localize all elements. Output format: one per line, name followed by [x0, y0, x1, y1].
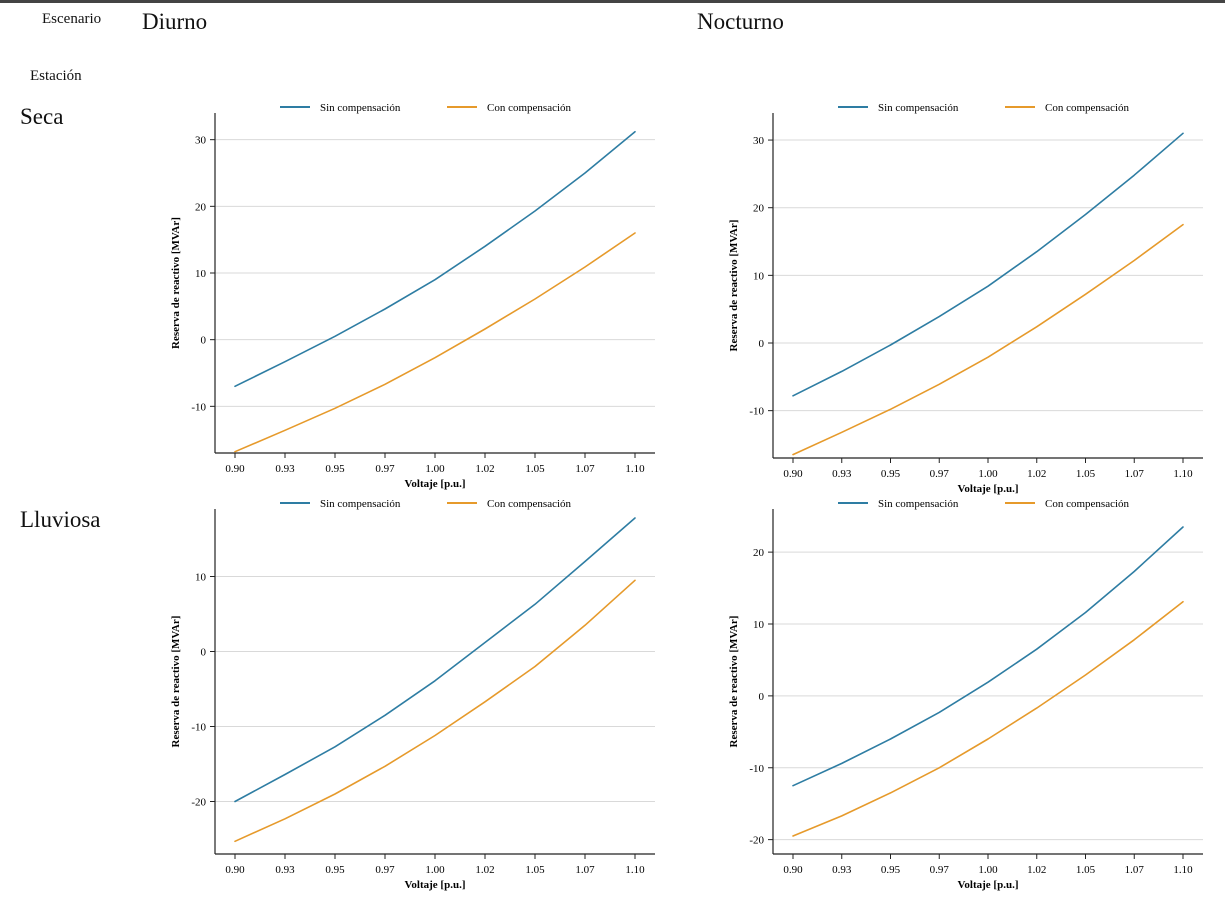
x-tick-label: 1.10	[625, 463, 645, 475]
y-tick-label: 10	[753, 619, 765, 631]
series-line-1	[792, 132, 1184, 397]
y-axis-title: Reserva de reactivo [MVAr]	[170, 616, 182, 748]
x-tick-label: 1.00	[425, 864, 445, 876]
x-tick-label: 1.02	[1027, 864, 1046, 876]
y-tick-label: 0	[759, 691, 765, 703]
x-axis-title: Voltaje [p.u.]	[957, 879, 1018, 891]
x-tick-label: 1.07	[575, 463, 595, 475]
legend-label-1: Sin compensación	[320, 498, 401, 510]
x-tick-label: 1.02	[475, 463, 494, 475]
x-tick-label: 0.90	[225, 864, 245, 876]
y-tick-label: 0	[201, 335, 207, 347]
y-tick-label: 30	[195, 135, 207, 147]
x-tick-label: 0.90	[783, 864, 803, 876]
y-tick-label: -20	[191, 797, 206, 809]
row-label-lluviosa: Lluviosa	[20, 507, 101, 532]
y-tick-label: -10	[191, 401, 206, 413]
x-tick-label: 0.95	[881, 468, 901, 480]
x-tick-label: 0.95	[325, 864, 345, 876]
y-tick-label: 0	[759, 338, 765, 350]
y-tick-label: 20	[195, 201, 207, 213]
x-axis-title: Voltaje [p.u.]	[404, 879, 465, 891]
column-label-diurno: Diurno	[142, 9, 208, 34]
series-line-1	[234, 517, 636, 803]
x-tick-label: 1.05	[525, 864, 545, 876]
x-tick-label: 0.97	[930, 468, 950, 480]
y-tick-label: -10	[749, 763, 764, 775]
legend-label-1: Sin compensación	[878, 498, 959, 510]
y-tick-label: 10	[753, 270, 765, 282]
y-tick-label: 0	[201, 647, 207, 659]
series-line-1	[792, 526, 1184, 787]
x-tick-label: 1.10	[1173, 864, 1193, 876]
x-tick-label: 0.90	[783, 468, 803, 480]
x-tick-label: 0.95	[325, 463, 345, 475]
legend-label-2: Con compensación	[1045, 102, 1130, 114]
scenario-header-label: Escenario	[42, 11, 102, 27]
station-header-label: Estación	[30, 68, 82, 84]
row-label-seca: Seca	[20, 104, 64, 129]
legend-label-1: Sin compensación	[320, 102, 401, 114]
x-axis-title: Voltaje [p.u.]	[957, 483, 1018, 495]
y-tick-label: 20	[753, 547, 765, 559]
x-tick-label: 1.02	[475, 864, 494, 876]
series-line-1	[234, 130, 636, 388]
x-tick-label: 1.10	[1173, 468, 1193, 480]
y-tick-label: -20	[749, 835, 764, 847]
chart-panel-1: -10 0 10 20 30 0.90 0.93 0.95 0.97 1.00 1.02 1.05 1.…	[170, 102, 655, 490]
y-tick-label: -10	[191, 722, 206, 734]
chart-panel-3: -20 -10 0 10 0.90 0.93 0.95 0.97 1.00 1.02 1.05 1.0…	[170, 498, 655, 891]
x-tick-label: 1.00	[978, 864, 998, 876]
x-tick-label: 1.02	[1027, 468, 1046, 480]
series-line-2	[792, 600, 1184, 837]
x-axis-title: Voltaje [p.u.]	[404, 478, 465, 490]
x-tick-label: 1.05	[1076, 468, 1096, 480]
top-rule	[0, 0, 1225, 3]
legend-label-1: Sin compensación	[878, 102, 959, 114]
legend-label-2: Con compensación	[1045, 498, 1130, 510]
column-label-nocturno: Nocturno	[697, 9, 784, 34]
chart-panel-2: -10 0 10 20 30 0.90 0.93 0.95 0.97 1.00 1.02 1.05 1.…	[728, 102, 1203, 495]
x-tick-label: 0.90	[225, 463, 245, 475]
series-line-2	[792, 223, 1184, 456]
y-axis-title: Reserva de reactivo [MVAr]	[728, 220, 740, 352]
x-tick-label: 0.93	[275, 463, 295, 475]
x-tick-label: 0.93	[832, 864, 852, 876]
x-tick-label: 1.10	[625, 864, 645, 876]
y-axis-title: Reserva de reactivo [MVAr]	[728, 616, 740, 748]
legend-label-2: Con compensación	[487, 102, 572, 114]
x-tick-label: 1.05	[1076, 864, 1096, 876]
y-tick-label: 30	[753, 135, 765, 147]
legend-label-2: Con compensación	[487, 498, 572, 510]
x-tick-label: 1.00	[425, 463, 445, 475]
series-line-2	[234, 232, 636, 453]
series-line-2	[234, 579, 636, 843]
x-tick-label: 0.97	[375, 864, 395, 876]
y-axis-title: Reserva de reactivo [MVAr]	[170, 217, 182, 349]
x-tick-label: 1.07	[1125, 864, 1145, 876]
y-tick-label: -10	[749, 406, 764, 418]
x-tick-label: 0.97	[930, 864, 950, 876]
chart-panel-4: -20 -10 0 10 20 0.90 0.93 0.95 0.97 1.00 1.02 1.05 1…	[728, 498, 1203, 891]
x-tick-label: 0.93	[275, 864, 295, 876]
x-tick-label: 0.97	[375, 463, 395, 475]
x-tick-label: 1.07	[575, 864, 595, 876]
x-tick-label: 0.93	[832, 468, 852, 480]
y-tick-label: 10	[195, 572, 207, 584]
x-tick-label: 1.05	[525, 463, 545, 475]
y-tick-label: 10	[195, 268, 207, 280]
x-tick-label: 1.00	[978, 468, 998, 480]
x-tick-label: 1.07	[1125, 468, 1145, 480]
y-tick-label: 20	[753, 203, 765, 215]
x-tick-label: 0.95	[881, 864, 901, 876]
